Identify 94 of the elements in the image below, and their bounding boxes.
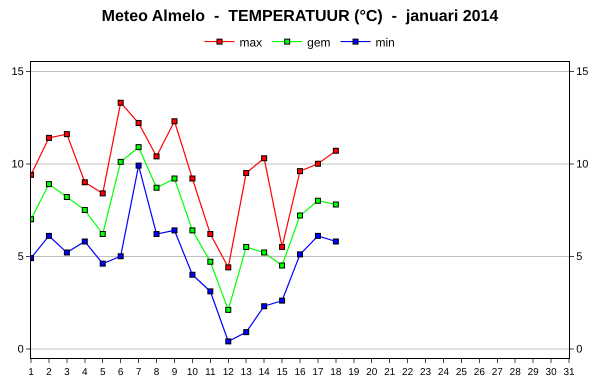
- x-tick-label: 21: [384, 367, 396, 378]
- point: [314, 160, 321, 167]
- point: [332, 201, 339, 208]
- x-tick-label: 14: [258, 367, 270, 378]
- point: [64, 250, 70, 256]
- point: [261, 250, 268, 256]
- point: [46, 232, 52, 239]
- x-tick-label: 19: [348, 367, 360, 378]
- point: [279, 262, 286, 268]
- y2-tick-label: 10: [576, 158, 588, 171]
- x-tick-label: 24: [438, 367, 450, 378]
- x-tick-label: 31: [563, 367, 575, 378]
- x-tick-label: 15: [276, 367, 288, 378]
- x-tick-label: 7: [136, 367, 142, 378]
- point: [243, 329, 250, 336]
- point: [207, 231, 214, 238]
- point: [207, 258, 214, 265]
- point: [46, 134, 52, 141]
- y2-tick-label: 5: [576, 251, 582, 264]
- point: [136, 144, 142, 150]
- point: [118, 158, 124, 165]
- point: [171, 176, 178, 182]
- x-tick-label: 12: [222, 367, 234, 378]
- point: [279, 244, 286, 250]
- point: [100, 231, 106, 238]
- point: [332, 238, 339, 244]
- x-tick-label: 18: [330, 367, 342, 378]
- point: [64, 194, 70, 200]
- x-tick-label: 17: [312, 367, 324, 378]
- chart-title: Meteo Almelo - TEMPERATUUR (°C) - januari 2014: [102, 8, 498, 25]
- legend-label: gem: [307, 35, 331, 50]
- point: [261, 303, 268, 310]
- point: [100, 190, 106, 196]
- x-tick-label: 30: [546, 367, 558, 378]
- point: [243, 170, 250, 176]
- x-tick-label: 26: [474, 367, 486, 378]
- x-tick-label: 16: [294, 367, 306, 378]
- point: [82, 207, 88, 213]
- point: [154, 184, 160, 191]
- point: [225, 338, 232, 344]
- x-tick-label: 29: [528, 367, 540, 378]
- point: [118, 253, 124, 260]
- x-tick-label: 3: [64, 367, 70, 378]
- y2-tick-label: 0: [576, 344, 582, 356]
- point: [314, 232, 321, 239]
- point: [100, 260, 106, 267]
- point: [171, 227, 178, 234]
- point: [154, 231, 160, 238]
- x-tick-label: 25: [456, 367, 468, 378]
- point: [225, 306, 232, 313]
- y-tick-label: 0: [18, 344, 24, 356]
- y-tick-label: 5: [18, 251, 24, 264]
- point: [297, 168, 303, 174]
- x-tick-label: 11: [205, 367, 216, 378]
- x-tick-label: 6: [118, 367, 124, 378]
- x-tick-label: 22: [402, 367, 414, 378]
- point: [243, 244, 250, 250]
- x-tick-label: 2: [46, 367, 52, 378]
- point: [189, 227, 196, 234]
- point: [225, 264, 232, 270]
- point: [189, 176, 196, 182]
- point: [154, 153, 160, 160]
- x-tick-label: 1: [28, 367, 34, 378]
- point: [297, 251, 303, 258]
- x-tick-label: 8: [154, 367, 160, 378]
- point: [279, 298, 286, 304]
- x-tick-label: 4: [82, 367, 88, 378]
- point: [136, 120, 142, 126]
- point: [82, 238, 88, 244]
- point: [314, 198, 321, 204]
- point: [207, 288, 214, 294]
- x-tick-label: 28: [510, 367, 522, 378]
- y2-tick-label: 15: [576, 66, 588, 78]
- x-tick-label: 23: [420, 367, 432, 378]
- legend-label: min: [376, 35, 395, 50]
- point: [136, 162, 142, 169]
- y-tick-label: 15: [12, 66, 24, 78]
- point: [171, 118, 178, 124]
- x-tick-label: 5: [100, 367, 106, 378]
- point: [332, 148, 339, 154]
- point: [261, 155, 268, 162]
- x-tick-label: 10: [186, 367, 198, 378]
- x-tick-label: 27: [492, 367, 504, 378]
- legend-label: max: [240, 35, 262, 50]
- point: [82, 179, 88, 186]
- x-tick-label: 20: [366, 367, 378, 378]
- x-tick-label: 13: [240, 367, 252, 378]
- x-tick-label: 9: [172, 367, 178, 378]
- y-tick-label: 10: [12, 158, 24, 171]
- point: [189, 272, 196, 278]
- point: [46, 181, 52, 188]
- point: [64, 131, 70, 138]
- point: [118, 100, 124, 106]
- point: [297, 212, 303, 219]
